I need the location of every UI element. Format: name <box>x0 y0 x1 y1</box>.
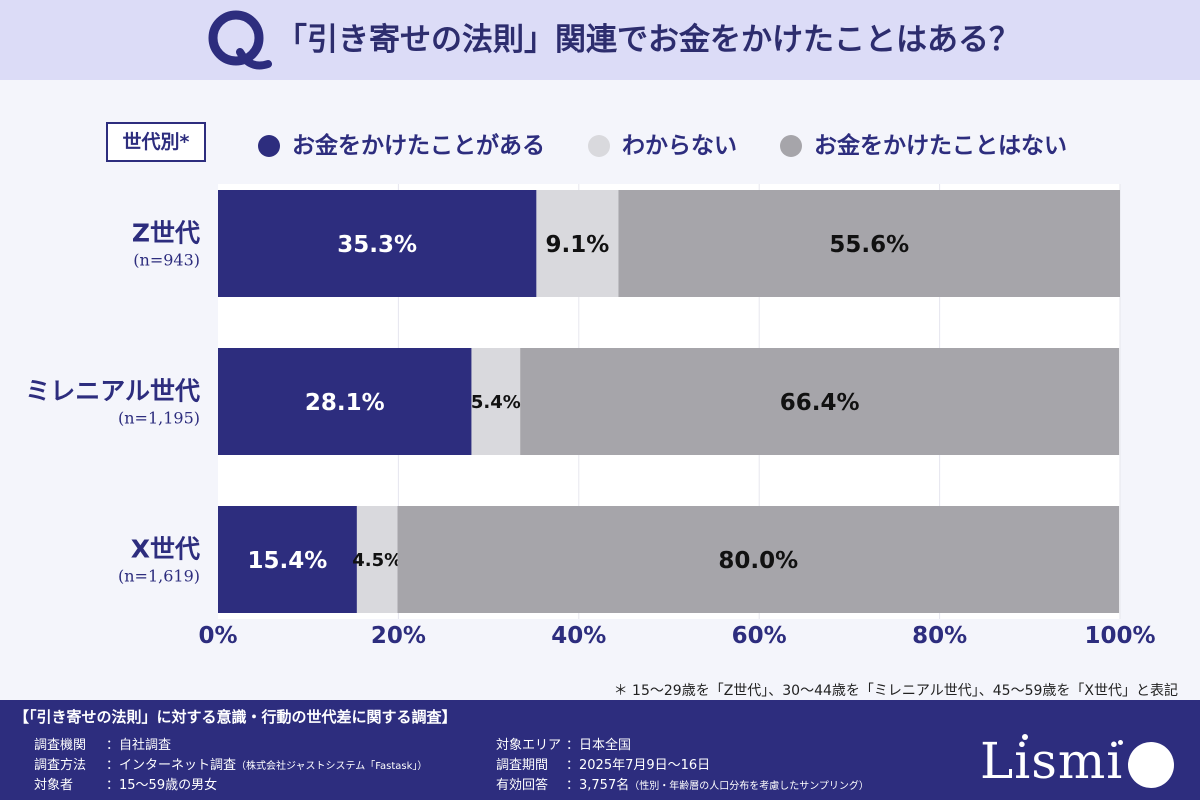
bar-segment-2-2 <box>397 506 1120 613</box>
x-tick-label-2: 40% <box>551 623 606 649</box>
bar-segment-2-0 <box>218 506 357 613</box>
survey-label-period: 調査期間 <box>496 758 549 773</box>
bar-segment-2-1 <box>356 506 398 613</box>
bar-segment-0-2 <box>618 190 1120 297</box>
legend-marker-never <box>780 135 802 157</box>
survey-label-target: 対象者 <box>34 778 74 793</box>
data-label-1-0: 28.1% <box>305 390 385 416</box>
category-sample-size-2: (n=1,619) <box>118 567 200 586</box>
survey-value-target: ：15～59歳の男女 <box>106 778 218 793</box>
category-sample-size-1: (n=1,195) <box>118 409 200 428</box>
cat-mascot-icon <box>1128 742 1174 788</box>
survey-label-method: 調査方法 <box>34 758 87 773</box>
x-tick-label-0: 0% <box>198 623 237 649</box>
sparkle-icon-small <box>1118 740 1123 745</box>
survey-value-period: ：2025年7月9日～16日 <box>566 758 711 773</box>
legend-marker-unknown <box>588 135 610 157</box>
sparkle-icon <box>1022 734 1028 740</box>
survey-value-area: ：日本全国 <box>566 738 632 753</box>
data-label-0-2: 55.6% <box>829 232 909 258</box>
data-label-1-2: 66.4% <box>780 390 860 416</box>
x-tick-label-3: 60% <box>732 623 787 649</box>
legend-group-label: 世代別* <box>106 122 206 162</box>
bar-segment-0-1 <box>536 190 619 297</box>
legend-label-never: お金をかけたことはない <box>814 133 1067 159</box>
x-tick-label-4: 80% <box>912 623 967 649</box>
x-tick-label-5: 100% <box>1084 623 1155 649</box>
category-sample-size-0: (n=943) <box>133 251 200 270</box>
bar-segment-0-0 <box>218 190 537 297</box>
data-label-1-1: 5.4% <box>471 392 521 413</box>
x-tick-label-1: 20% <box>371 623 426 649</box>
lismi-logo: Lismi <box>980 732 1124 790</box>
data-label-2-1: 4.5% <box>352 550 402 571</box>
category-label-2: X世代 <box>131 535 200 564</box>
stacked-bar-chart: 35.3% 9.1% 55.6% Z世代 (n=943) 28.1% 5.4% 66.4% ミレ… <box>25 184 1156 649</box>
data-label-2-0: 15.4% <box>248 548 328 574</box>
data-label-0-0: 35.3% <box>337 232 417 258</box>
header-banner <box>0 0 1200 80</box>
question-title: 「引き寄せの法則」関連でお金をかけたことはある？ <box>276 22 1020 58</box>
legend-label-spent: お金をかけたことがある <box>292 133 545 159</box>
survey-value-agency: ：自社調査 <box>106 738 172 753</box>
bar-segment-1-1 <box>471 348 521 455</box>
data-label-2-2: 80.0% <box>718 548 798 574</box>
data-label-0-1: 9.1% <box>546 232 610 258</box>
survey-value-responses: ：3,757名（性別・年齢層の人口分布を考慮したサンプリング） <box>566 778 869 793</box>
survey-value-method: ：インターネット調査（株式会社ジャストシステム「Fastask」） <box>106 758 428 773</box>
category-label-1: ミレニアル世代 <box>25 377 200 406</box>
bar-segment-1-0 <box>218 348 472 455</box>
survey-label-area: 対象エリア <box>496 738 562 753</box>
category-label-0: Z世代 <box>132 219 200 248</box>
survey-label-responses: 有効回答 <box>496 778 549 793</box>
bar-segment-1-2 <box>520 348 1120 455</box>
legend-label-unknown: わからない <box>622 133 737 159</box>
survey-title: 【「引き寄せの法則」に対する意識・行動の世代差に関する調査】 <box>14 708 457 726</box>
q-icon <box>208 10 272 70</box>
survey-footer <box>0 700 1200 800</box>
survey-label-agency: 調査機関 <box>34 738 87 753</box>
generation-footnote: ＊ 15～29歳を「Z世代」、30～44歳を「ミレニアル世代」、45～59歳を「… <box>613 683 1178 699</box>
legend-marker-spent <box>258 135 280 157</box>
